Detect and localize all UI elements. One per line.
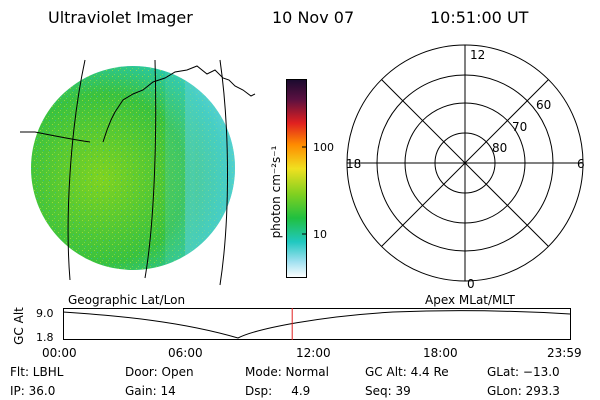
- colorbar-tick-100: 100: [313, 141, 334, 154]
- time-tick-1800: 18:00: [423, 346, 458, 360]
- altitude-axis-label: GC Alt: [12, 307, 26, 345]
- mlt-label-18: 18: [346, 157, 362, 171]
- status-ip: IP: 36.0: [10, 384, 56, 398]
- altitude-plot: [63, 308, 571, 340]
- image-time: 10:51:00 UT: [430, 8, 529, 27]
- apex-panel-label: Apex MLat/MLT: [425, 293, 515, 307]
- status-dsp: Dsp: 4.9: [245, 384, 311, 398]
- lat-label-60: 60: [536, 98, 552, 112]
- geographic-panel-label: Geographic Lat/Lon: [68, 293, 186, 307]
- image-date: 10 Nov 07: [272, 8, 355, 27]
- mlt-label-6: 6: [577, 157, 585, 171]
- status-gain: Gain: 14: [125, 384, 176, 398]
- mlt-label-12: 12: [470, 48, 486, 62]
- colorbar: [286, 79, 307, 278]
- longitude-line: [67, 59, 86, 281]
- latitude-line: [20, 131, 91, 143]
- altitude-tick-min: 1.8: [36, 331, 54, 344]
- longitude-line: [144, 59, 157, 279]
- colorbar-unit-label: photon cm⁻²s⁻¹: [269, 145, 283, 239]
- status-seq: Seq: 39: [365, 384, 411, 398]
- status-flt: Flt: LBHL: [10, 365, 64, 379]
- lat-label-80: 80: [492, 141, 508, 155]
- coastline: [102, 111, 116, 143]
- time-tick-1200: 12:00: [296, 346, 331, 360]
- status-glat: GLat: −13.0: [487, 365, 560, 379]
- status-mode: Mode: Normal: [245, 365, 329, 379]
- longitude-line: [219, 59, 228, 286]
- colorbar-tick-10: 10: [313, 228, 327, 241]
- instrument-title: Ultraviolet Imager: [48, 8, 193, 27]
- coastline: [114, 65, 256, 113]
- status-glon: GLon: 293.3: [487, 384, 560, 398]
- altitude-tick-max: 9.0: [36, 307, 54, 320]
- lat-label-70: 70: [512, 120, 528, 134]
- time-tick-2359: 23:59: [547, 346, 582, 360]
- status-gc-alt: GC Alt: 4.4 Re: [365, 365, 449, 379]
- time-tick-0000: 00:00: [42, 346, 77, 360]
- polar-plot: [346, 44, 584, 282]
- altitude-curve: [63, 310, 571, 339]
- mlt-label-0: 0: [467, 277, 475, 291]
- status-door: Door: Open: [125, 365, 194, 379]
- uv-image-panel: [20, 59, 256, 286]
- time-tick-0600: 06:00: [168, 346, 203, 360]
